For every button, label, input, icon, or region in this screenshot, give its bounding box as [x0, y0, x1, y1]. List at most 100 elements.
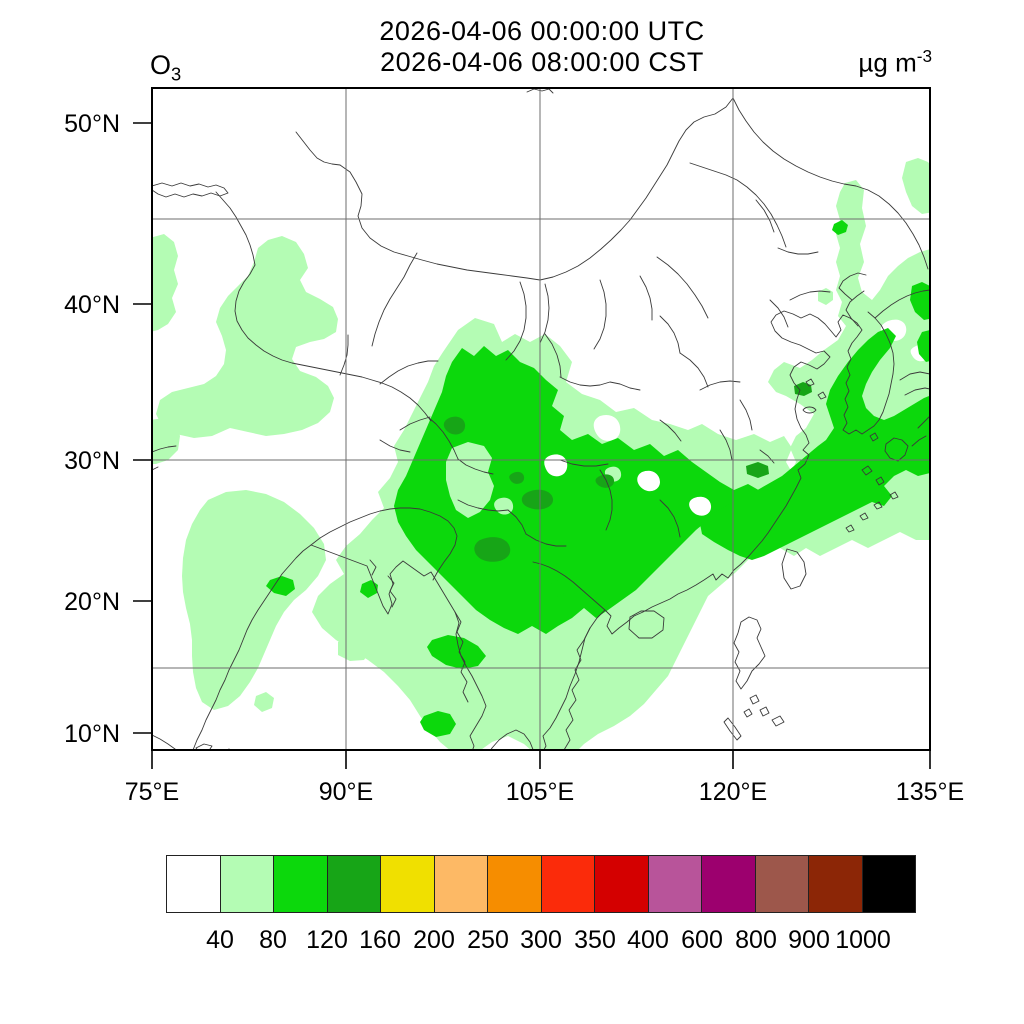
- border-ne-provinces-4: [755, 199, 775, 233]
- border-province-shaanxi-s: [544, 333, 562, 378]
- species-label: O3: [150, 50, 181, 85]
- border-province-anhui: [719, 429, 733, 461]
- colorbar-level-label: 250: [467, 926, 509, 954]
- border-province-hebei: [593, 279, 607, 350]
- lake-balkhash-outline: [152, 182, 229, 198]
- species-base: O: [150, 50, 172, 80]
- border-province-hunan: [599, 469, 613, 531]
- contour-region: [917, 330, 930, 362]
- border-province-shaanxi: [505, 281, 527, 361]
- contour-region: [832, 220, 848, 235]
- contour-region: [182, 490, 326, 710]
- colorbar-level-label: 200: [413, 926, 455, 954]
- contour-region: [254, 692, 274, 712]
- colorbar-cell-3: [327, 856, 381, 912]
- island-visayas-3: [771, 715, 785, 727]
- contour-region: [746, 462, 769, 478]
- border-ne-provinces: [777, 247, 819, 255]
- border-province-sichuan-w: [427, 416, 459, 460]
- border-yunnan-vietnam: [532, 561, 606, 611]
- border-gansu-innermongolia: [371, 252, 418, 347]
- island-luzon: [733, 616, 766, 690]
- island-tsushima: [869, 432, 879, 442]
- colorbar-level-label: 600: [681, 926, 723, 954]
- colorbar-level-label: 80: [259, 926, 287, 954]
- species-subscript: 3: [171, 63, 182, 85]
- lat-tick-label-50n: 50°N: [64, 110, 120, 138]
- contour-region: [360, 580, 378, 598]
- colorbar-level-label: 350: [574, 926, 616, 954]
- border-ne-provinces-3: [769, 299, 789, 328]
- border-province-guizhou-s: [525, 533, 567, 547]
- colorbar-cell-5: [434, 856, 488, 912]
- units-superscript: -3: [916, 46, 932, 66]
- lat-tick-label-30n: 30°N: [64, 447, 120, 475]
- lon-tick-label-90e: 90°E: [318, 778, 374, 806]
- border-province-shandong: [679, 352, 709, 388]
- lat-tick-label-10n: 10°N: [64, 720, 120, 748]
- border-mongolia: [339, 97, 734, 281]
- border-province-shanxi: [539, 283, 550, 344]
- colorbar: [166, 855, 916, 913]
- contour-region: [474, 537, 511, 562]
- colorbar-cell-1: [220, 856, 274, 912]
- contour-region: [700, 328, 930, 560]
- coastline-mainland: [542, 310, 895, 750]
- coastline-russia-seaofjapan: [874, 289, 930, 319]
- border-bangladesh-rivers-2: [369, 559, 377, 576]
- lon-tick-label-135e: 135°E: [895, 778, 965, 806]
- colorbar-level-label: 160: [359, 926, 401, 954]
- lon-tick-label-120e: 120°E: [698, 778, 768, 806]
- border-kunlun: [215, 191, 432, 422]
- contour-region: [818, 288, 833, 305]
- colorbar-level-label: 900: [788, 926, 830, 954]
- island-shikoku-edge: [904, 387, 930, 396]
- contour-region: [420, 711, 456, 737]
- colorbar-level-label: 40: [206, 926, 234, 954]
- border-province-zhejiang: [759, 449, 775, 464]
- island-hainan: [628, 610, 665, 639]
- colorbar-cell-6: [488, 856, 542, 912]
- contour-band-80-120: [266, 220, 930, 737]
- island-bohai-2: [817, 391, 827, 400]
- island-kyushu: [884, 437, 909, 462]
- island-visayas-1: [749, 694, 760, 705]
- border-qinghai-gansu: [399, 416, 431, 431]
- border-khingan: [689, 162, 787, 248]
- island-ryukyu-2: [859, 512, 869, 521]
- lat-tick-label-20n: 20°N: [64, 588, 120, 616]
- border-hexi-corridor: [379, 360, 439, 385]
- island-ryukyu-3: [873, 501, 883, 510]
- coastline-gulf-of-thailand: [490, 729, 534, 750]
- colorbar-level-label: 300: [520, 926, 562, 954]
- border-province-jiangsu: [739, 399, 753, 431]
- island-amakusa: [875, 476, 885, 486]
- border-province-jiangxi: [659, 499, 681, 538]
- contour-region: [794, 382, 812, 396]
- colorbar-cell-2: [274, 856, 328, 912]
- island-honshu-edge: [899, 371, 930, 381]
- border-altai: [295, 131, 341, 166]
- colorbar-cell-13: [862, 856, 915, 912]
- border-province-shandong-w: [659, 315, 681, 354]
- colorbar-level-label: 1000: [835, 926, 891, 954]
- map-frame: [133, 87, 931, 769]
- island-taiwan: [781, 548, 807, 590]
- contour-band-120-160: [443, 382, 812, 562]
- contour-region: [902, 158, 930, 214]
- border-thai-myanmar: [454, 611, 469, 703]
- contour-region: [152, 418, 180, 464]
- units-base: µg m: [858, 47, 917, 78]
- axis-ticks: [133, 122, 931, 769]
- contour-region: [394, 346, 788, 634]
- border-himalaya: [310, 507, 458, 581]
- island-honshu-edge-2: [917, 415, 930, 429]
- colorbar-level-label: 400: [627, 926, 669, 954]
- border-qinghai-xinjiang: [339, 334, 349, 376]
- colorbar-level-label: 120: [306, 926, 348, 954]
- contour-region: [266, 576, 295, 596]
- border-province-henan-anhui: [659, 419, 682, 442]
- colorbar-cell-10: [702, 856, 756, 912]
- lat-tick-label-40n: 40°N: [64, 291, 120, 319]
